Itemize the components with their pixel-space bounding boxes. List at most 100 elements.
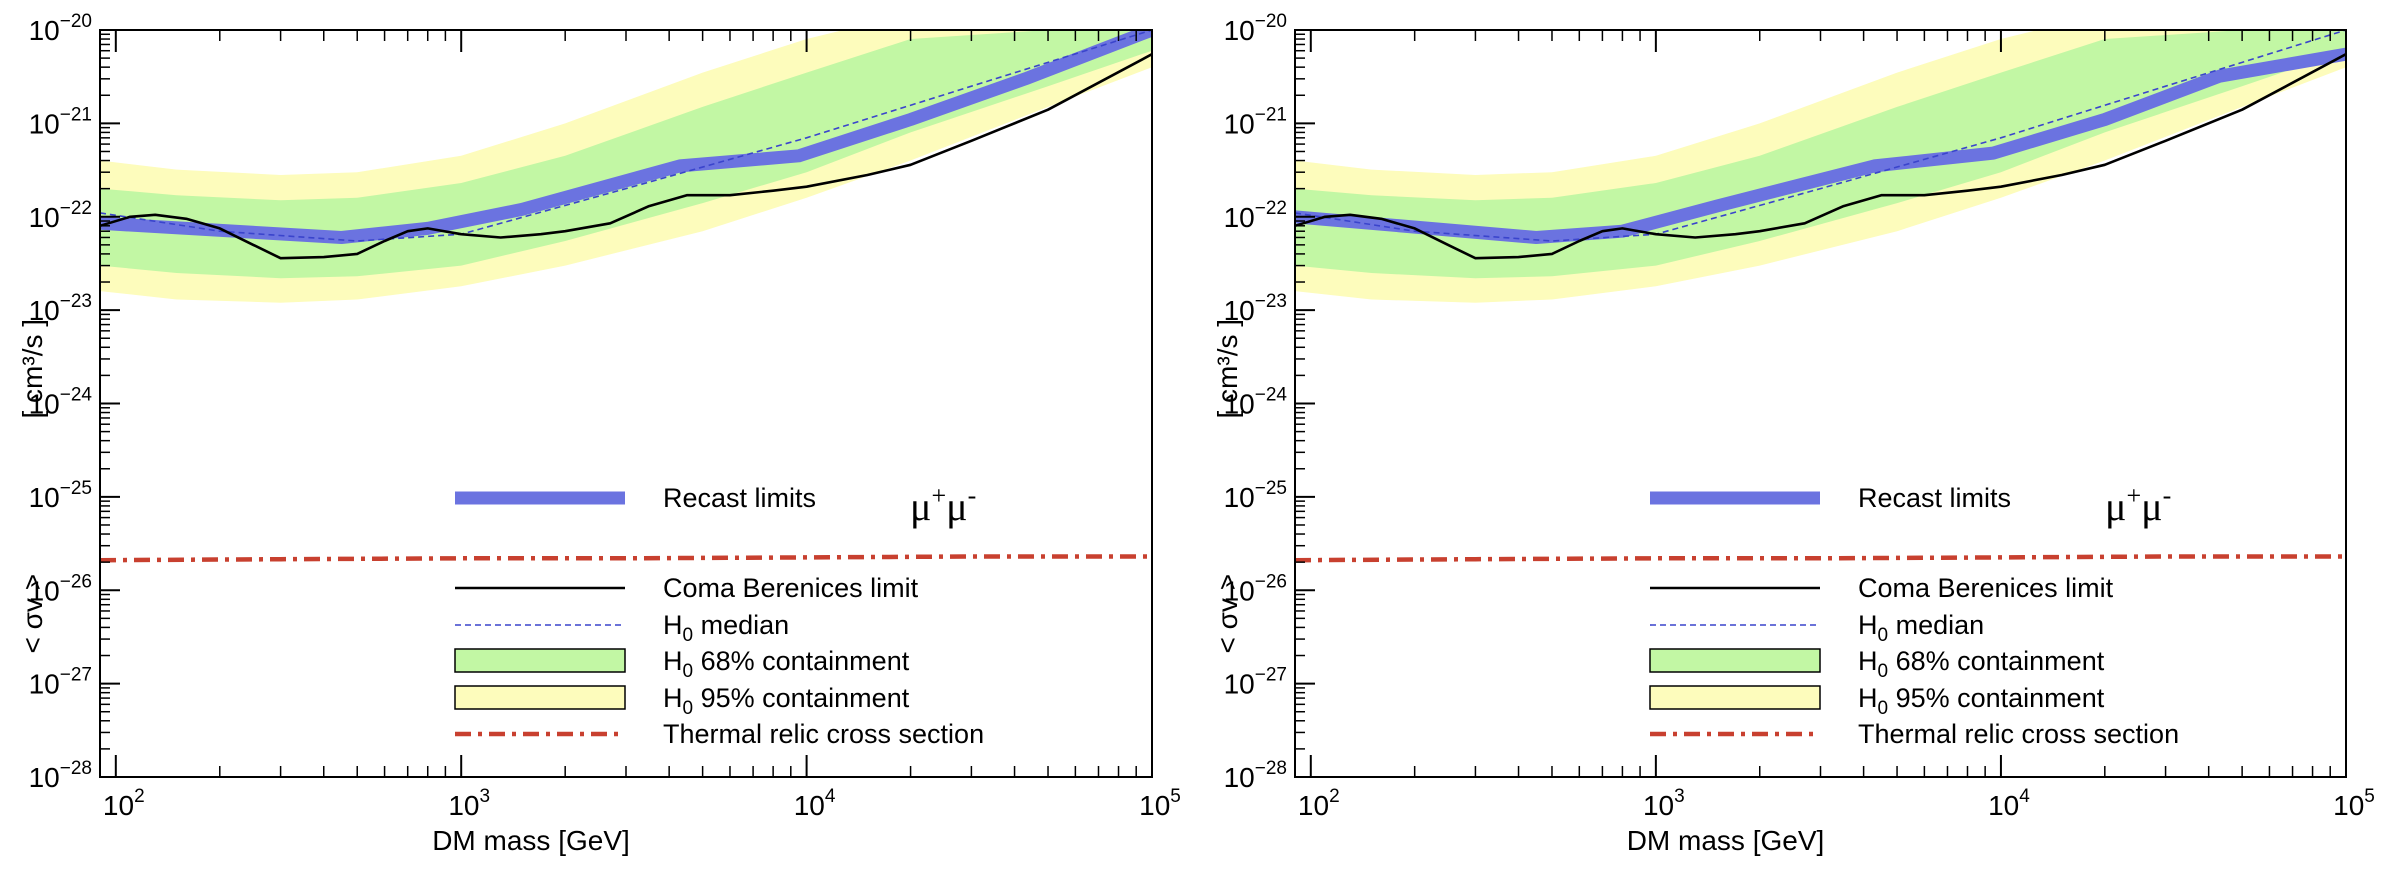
x-tick-exp: 3 [479,786,490,807]
y-tick-label: 10−24 [29,385,93,420]
channel-mu2: μ [946,484,967,529]
channel-mu: μ [2105,484,2126,529]
y-tick-label: 10−20 [1224,11,1287,46]
x-tick-base: 10 [103,790,134,821]
y-tick-exp: −27 [60,665,92,686]
x-tick-label: 103 [1643,786,1685,821]
x-tick-base: 10 [1643,790,1674,821]
x-tick-label: 103 [448,786,490,821]
chart-panel-1: 10−2010−2110−2210−2310−2410−2510−2610−27… [17,11,1181,856]
legend-95-text: 95% containment [693,683,910,713]
legend-68-text: 68% containment [693,646,910,676]
channel-plus: + [931,481,946,510]
y-tick-exp: −27 [1255,665,1287,686]
y-tick-base: 10 [1224,202,1255,233]
y-tick-base: 10 [1224,15,1255,46]
y-tick-exp: −22 [1255,198,1287,219]
y-tick-label: 10−26 [29,571,92,606]
y-tick-exp: −24 [1255,385,1288,406]
y-tick-exp: −20 [1255,11,1287,32]
legend-median-text: median [1888,610,1984,640]
channel-minus: - [2163,481,2172,510]
x-tick-base: 10 [2333,790,2364,821]
x-tick-exp: 5 [2364,786,2375,807]
legend-label-recast: Recast limits [663,483,816,513]
x-tick-base: 10 [1988,790,2019,821]
x-axis: 102 103 104 105 [1294,30,2375,821]
y-tick-base: 10 [29,575,60,606]
y-tick-label: 10−26 [1224,571,1287,606]
legend: Recast limits μ+μ-Coma Berenices limitH0 … [1649,481,2179,749]
legend-95-h: H [1858,683,1878,713]
x-tick-exp: 3 [1674,786,1685,807]
y-tick-base: 10 [29,762,60,793]
legend-label-68: H0 68% containment [1858,646,2105,682]
y-tick-exp: −21 [60,104,92,125]
legend-68-h: H [1858,646,1878,676]
series-coma-berenices [100,53,1152,260]
legend-swatch-95 [454,685,626,710]
y-axis-label: < σv > [ cm³/s ] [17,319,48,654]
legend-label-68: H0 68% containment [663,646,910,682]
x-tick-base: 10 [794,790,825,821]
y-tick-base: 10 [29,108,60,139]
y-tick-label: 10−22 [1224,198,1287,233]
series-h0-median [1295,30,2346,242]
y-tick-label: 10−27 [1224,665,1287,700]
legend-label-coma: Coma Berenices limit [663,573,919,603]
series-recast-limits [100,30,1152,244]
legend-95-sub: 0 [1878,698,1889,719]
y-tick-label: 10−20 [29,11,92,46]
y-tick-exp: −24 [60,385,93,406]
series-coma-berenices [1295,53,2346,260]
y-tick-exp: −26 [60,571,92,592]
y-tick-label: 10−25 [29,478,92,513]
y-tick-label: 10−22 [29,198,92,233]
legend-95-h: H [663,683,683,713]
y-tick-base: 10 [29,482,60,513]
y-axis: 10−2010−2110−2210−2310−2410−2510−2610−27… [1224,11,1315,793]
legend-median-text: median [693,610,789,640]
series-recast-limits [1295,47,2346,244]
y-tick-base: 10 [1224,669,1255,700]
x-tick-exp: 2 [134,786,145,807]
x-tick-label: 105 [1139,786,1181,821]
channel-label: μ+μ- [910,481,976,529]
y-tick-label: 10−21 [29,104,92,139]
channel-mu2: μ [2141,484,2162,529]
x-tick-base: 10 [448,790,479,821]
y-tick-exp: −25 [60,478,92,499]
y-axis-label-sigmav: < σv > [17,574,48,654]
y-axis-label-units: [ cm³/s ] [17,319,48,419]
legend-label-thermal: Thermal relic cross section [1858,719,2179,749]
legend-median-sub: 0 [1878,625,1889,646]
y-tick-label: 10−21 [1224,104,1287,139]
y-tick-base: 10 [29,15,60,46]
y-tick-base: 10 [29,202,60,233]
y-tick-exp: −20 [60,11,92,32]
legend-swatch-68 [1649,648,1821,673]
x-axis-label: DM mass [GeV] [1627,825,1825,856]
legend-95-sub: 0 [683,698,694,719]
y-tick-base: 10 [1224,575,1255,606]
legend-median-sub: 0 [683,625,694,646]
y-tick-base: 10 [1224,762,1255,793]
x-tick-exp: 4 [2019,786,2030,807]
chart-panel-2: 10−2010−2110−2210−2310−2410−2510−2610−27… [1212,11,2375,856]
plot-area [100,30,1152,563]
band-68-containment [1295,30,2346,279]
y-tick-label: 10−23 [29,291,92,326]
legend-label-coma: Coma Berenices limit [1858,573,2114,603]
y-tick-exp: −28 [60,758,92,779]
y-tick-exp: −21 [1255,104,1287,125]
legend-swatch-95 [1649,685,1821,710]
y-axis-label: < σv > [ cm³/s ] [1212,319,1243,654]
x-tick-exp: 4 [825,786,836,807]
y-tick-base: 10 [1224,482,1255,513]
legend-label-median: H0 median [663,610,789,646]
y-axis-label-sigmav: < σv > [1212,574,1243,654]
legend-median-h: H [1858,610,1878,640]
channel-label: μ+μ- [2105,481,2171,529]
x-axis-label: DM mass [GeV] [432,825,630,856]
